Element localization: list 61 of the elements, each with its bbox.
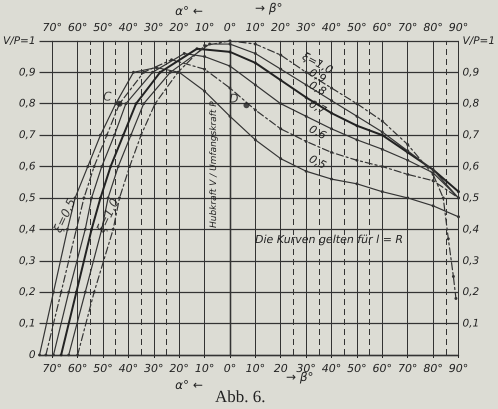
y-tick-label: V/P=1 — [3, 34, 36, 47]
y-tick-label: 0,2 — [18, 286, 36, 298]
x2-tick-label: 10° — [194, 20, 214, 34]
y-tick-label: 0,8 — [18, 98, 36, 110]
x-tick-label: 60° — [372, 362, 392, 375]
x2-tick-label: 30° — [144, 20, 164, 34]
y-tick-label: 0,4 — [18, 223, 36, 236]
y-tick-label: 0 — [28, 349, 36, 361]
x-tick-label: 80° — [423, 362, 443, 375]
x2-tick-label: 20° — [270, 20, 290, 34]
x-tick-label: 40° — [322, 362, 342, 375]
x-tick-label: 0° — [224, 362, 236, 375]
x-tick-label: 90° — [448, 362, 468, 375]
x-tick-label: 50° — [347, 362, 367, 375]
y2-tick-label: 0,4 — [462, 223, 480, 236]
y2-tick-label: 0,5 — [462, 192, 480, 204]
x-tick-label: 70° — [398, 362, 418, 375]
x2-tick-label: 0° — [224, 20, 236, 34]
x-tick-label: 10° — [194, 362, 214, 375]
x-axis-title: α° ← — [175, 378, 203, 392]
y-tick-label: 0,3 — [18, 254, 36, 267]
y-tick-label: 0,1 — [18, 318, 36, 330]
y2-tick-label: 0,2 — [462, 286, 480, 298]
x-tick-label: 70° — [42, 362, 62, 375]
x2-tick-label: 50° — [347, 20, 367, 34]
text: 0,6 — [306, 122, 328, 142]
y2-tick-label: V/P=1 — [462, 34, 495, 47]
x2-tick-label: 40° — [118, 20, 138, 34]
y2-tick-label: 0,9 — [462, 66, 480, 78]
y-tick-label: 0,5 — [18, 192, 36, 204]
y2-tick-label: 0,6 — [462, 160, 480, 173]
text: → β° — [255, 1, 283, 15]
x2-tick-label: 60° — [372, 20, 392, 34]
y2-tick-label: 0,8 — [462, 98, 480, 110]
y-tick-label: 0,6 — [18, 160, 36, 173]
x2-tick-label: 60° — [68, 20, 88, 34]
text: Abb. 6. — [215, 387, 266, 406]
x2-tick-label: 30° — [296, 20, 316, 34]
y2-tick-label: 0,1 — [462, 318, 480, 330]
x2-tick-label: 20° — [169, 20, 189, 34]
x2-tick-label: 90° — [448, 20, 468, 34]
x2-tick-label: 70° — [42, 20, 62, 34]
x2-tick-label: 80° — [423, 20, 443, 34]
x2-tick-label: 70° — [398, 20, 418, 34]
x2-axis-title: α° ← — [175, 4, 203, 18]
text: 0,5 — [306, 152, 328, 172]
x2-tick-label: 50° — [93, 20, 113, 34]
x-tick-label: 20° — [169, 362, 189, 375]
x-tick-label: 50° — [93, 362, 113, 375]
x-tick-label: 10° — [246, 362, 266, 375]
x-tick-label: 40° — [118, 362, 138, 375]
y-tick-label: 0,9 — [18, 66, 36, 78]
x-tick-label: 20 — [274, 362, 288, 375]
y2-tick-label: 0,3 — [462, 254, 480, 267]
y2-tick-label: 0,7 — [462, 129, 480, 142]
y-tick-label: 0,7 — [18, 129, 36, 142]
x-tick-label: 30° — [144, 362, 164, 375]
annotation: Hubkraft V / Umfangskraft P — [209, 100, 219, 228]
x-tick-label: 60° — [68, 362, 88, 375]
x2-tick-label: 40° — [322, 20, 342, 34]
x2-tick-label: 10° — [246, 20, 266, 34]
